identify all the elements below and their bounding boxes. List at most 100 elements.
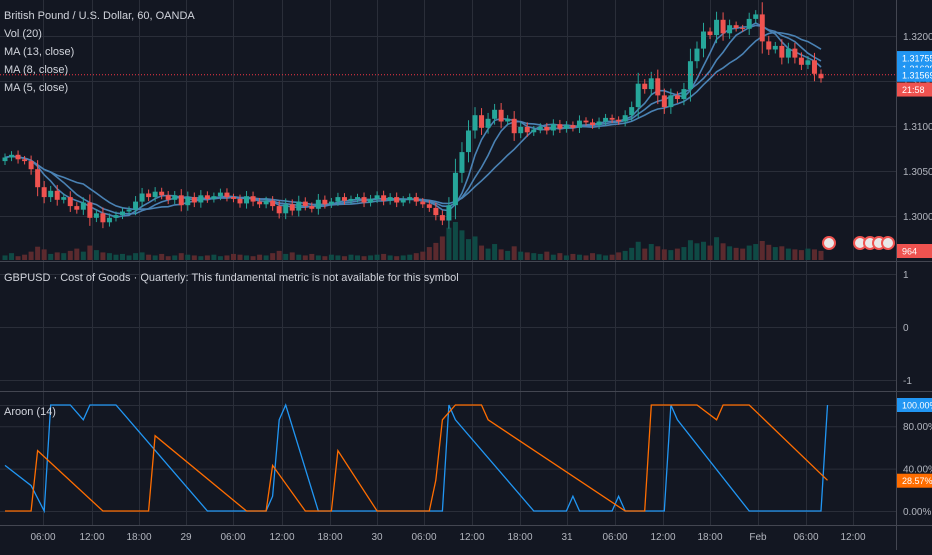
candle-body: [315, 199, 321, 209]
candle-body: [674, 95, 680, 99]
volume-bar: [740, 248, 746, 260]
aroon-label-text: 28.57%: [902, 476, 932, 486]
candle-body: [328, 201, 334, 205]
volume-bar: [661, 249, 667, 260]
candle-body: [446, 205, 452, 221]
volume-bar: [41, 249, 47, 260]
volume-bar: [766, 244, 772, 260]
volume-bar: [583, 255, 589, 260]
volume-bar: [2, 255, 8, 260]
volume-bar: [531, 253, 537, 260]
candle-body: [622, 115, 628, 122]
time-tick-label: 06:00: [220, 532, 245, 543]
legend-fundamental[interactable]: GBPUSD · Cost of Goods · Quarterly: This…: [4, 272, 459, 284]
volume-bar: [622, 250, 628, 260]
volume-bar: [309, 253, 315, 260]
volume-bar: [550, 254, 556, 260]
candle-body: [479, 115, 485, 128]
volume-bar: [80, 251, 86, 260]
fundamental-scale[interactable]: [897, 262, 932, 391]
volume-bar: [217, 256, 223, 260]
volume-bar: [407, 254, 413, 260]
candle-body: [302, 201, 308, 207]
aroon-label-pill: [897, 398, 932, 412]
volume-bar: [596, 254, 602, 260]
legend-ma13[interactable]: MA (13, close): [4, 46, 75, 58]
candle-body: [106, 217, 112, 223]
volume-bar: [289, 252, 295, 260]
volume-bar: [603, 255, 609, 260]
candle-body: [720, 19, 726, 34]
candle-body: [394, 197, 400, 203]
candle-body: [792, 48, 798, 58]
candle-body: [257, 201, 263, 205]
volume-bar: [505, 250, 511, 260]
volume-bar: [67, 250, 73, 260]
candle-body: [518, 126, 524, 134]
volume-bar: [446, 227, 452, 260]
volume-bar: [818, 250, 824, 260]
volume-bar: [426, 247, 432, 260]
volume-bar: [727, 246, 733, 260]
time-tick-label: 31: [561, 532, 573, 543]
time-tick-label: 18:00: [126, 532, 151, 543]
candle-body: [498, 109, 504, 122]
candle-body: [341, 197, 347, 201]
candle-body: [492, 109, 498, 119]
volume-bar: [655, 246, 661, 260]
volume-bar: [707, 245, 713, 260]
volume-label-pill: [897, 244, 932, 258]
candle-body: [544, 126, 550, 131]
aroon-scale[interactable]: [897, 392, 932, 525]
volume-bar: [687, 240, 693, 260]
legend-ma5[interactable]: MA (5, close): [4, 82, 69, 94]
candle-body: [426, 204, 432, 208]
volume-bar: [616, 252, 622, 260]
time-tick-label: 06:00: [30, 532, 55, 543]
symbol-title[interactable]: British Pound / U.S. Dollar, 60, OANDA: [4, 10, 195, 22]
candle-body: [505, 118, 511, 122]
legend-ma8[interactable]: MA (8, close): [4, 64, 69, 76]
candle-body: [348, 198, 354, 201]
volume-bar: [381, 253, 387, 260]
time-tick-label: 12:00: [269, 532, 294, 543]
volume-bar: [433, 242, 439, 260]
candle-body: [753, 14, 759, 19]
volume-bar: [185, 254, 191, 260]
legend-volume[interactable]: Vol (20): [4, 28, 42, 40]
volume-bar: [22, 254, 28, 260]
volume-bar: [753, 244, 759, 260]
volume-bar: [498, 249, 504, 260]
fundamental-tick-label: 0: [903, 323, 909, 334]
volume-bar: [387, 255, 393, 260]
price-scale[interactable]: [897, 0, 932, 261]
candle-body: [413, 197, 419, 202]
legend-aroon[interactable]: Aroon (14): [4, 406, 56, 418]
candle-body: [576, 120, 582, 128]
candle-body: [603, 117, 609, 122]
candle-body: [563, 125, 569, 129]
candle-body: [93, 213, 99, 218]
volume-bar: [642, 248, 648, 260]
candle-body: [694, 48, 700, 62]
candle-body: [230, 197, 236, 199]
volume-bar: [355, 255, 361, 260]
volume-bar: [733, 247, 739, 260]
volume-bar: [9, 253, 15, 260]
candle-body: [80, 202, 86, 210]
volume-bar: [224, 255, 230, 260]
fundamental-tick-label: -1: [903, 376, 912, 387]
volume-bar: [420, 251, 426, 260]
candle-body: [700, 31, 706, 49]
time-tick-label: 18:00: [317, 532, 342, 543]
candle-body: [798, 57, 804, 65]
aroon-tick-label: 40.00%: [903, 465, 932, 476]
volume-bar: [146, 254, 152, 260]
volume-bar: [413, 253, 419, 260]
candle-body: [805, 60, 811, 65]
time-tick-label: 12:00: [459, 532, 484, 543]
volume-bar: [492, 244, 498, 260]
volume-bar: [439, 236, 445, 260]
